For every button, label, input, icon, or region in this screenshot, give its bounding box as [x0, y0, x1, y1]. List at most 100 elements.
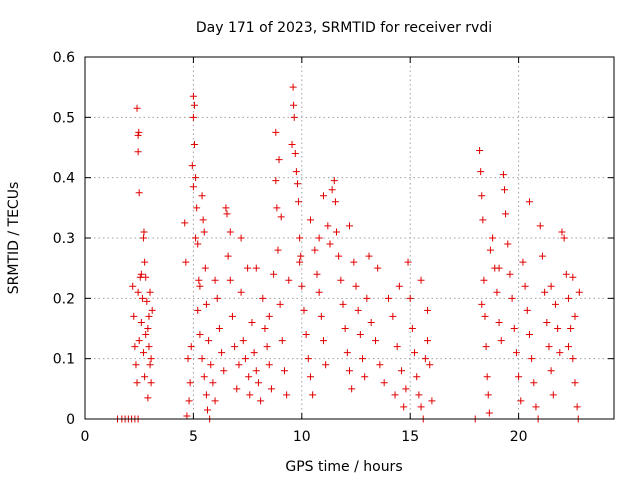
- data-point: [196, 331, 204, 339]
- data-point: [506, 270, 514, 278]
- data-point: [129, 282, 137, 290]
- data-point: [374, 264, 382, 272]
- data-point: [144, 394, 152, 402]
- data-point: [252, 264, 260, 272]
- data-point: [146, 361, 154, 369]
- data-point: [145, 343, 153, 351]
- data-point: [132, 361, 140, 369]
- chart-title: Day 171 of 2023, SRMTID for receiver rvd…: [196, 20, 492, 36]
- data-point: [508, 294, 516, 302]
- data-point: [222, 204, 230, 212]
- data-point: [512, 349, 520, 357]
- data-point: [523, 306, 531, 314]
- data-point: [350, 258, 358, 266]
- data-point: [184, 355, 192, 363]
- data-point: [190, 101, 198, 109]
- data-point: [328, 186, 336, 194]
- data-point: [346, 367, 353, 375]
- data-point: [480, 276, 488, 284]
- data-point: [228, 312, 236, 320]
- data-point: [530, 379, 538, 387]
- data-point: [142, 273, 150, 281]
- data-point: [343, 349, 351, 357]
- data-point: [246, 391, 254, 399]
- data-point: [141, 258, 149, 266]
- data-point: [532, 403, 540, 411]
- data-point: [135, 189, 143, 197]
- data-point: [481, 312, 489, 320]
- data-point: [196, 282, 204, 290]
- data-point: [265, 312, 273, 320]
- y-tick-label: 0.6: [53, 50, 75, 66]
- data-point: [289, 83, 297, 91]
- data-point: [215, 325, 223, 332]
- data-point: [250, 349, 258, 357]
- data-point: [341, 325, 349, 332]
- data-point: [201, 264, 209, 272]
- data-point: [265, 361, 273, 369]
- data-point: [205, 337, 213, 345]
- data-point: [385, 294, 393, 302]
- data-point: [495, 318, 503, 326]
- data-point: [296, 234, 304, 242]
- data-point: [569, 273, 577, 281]
- data-point: [134, 131, 142, 139]
- data-point: [146, 288, 154, 296]
- data-point: [141, 373, 149, 381]
- data-point: [263, 343, 271, 351]
- data-point: [194, 240, 202, 248]
- data-point: [484, 391, 492, 399]
- data-point: [395, 282, 403, 290]
- data-point: [145, 312, 153, 320]
- data-point: [479, 216, 487, 224]
- data-point: [192, 234, 200, 242]
- data-point: [181, 219, 189, 227]
- data-point: [134, 288, 142, 296]
- data-point: [292, 168, 300, 176]
- data-point: [356, 331, 364, 339]
- data-point: [140, 228, 148, 236]
- x-tick-label: 15: [401, 429, 419, 445]
- data-point: [252, 367, 260, 375]
- data-point: [311, 246, 319, 254]
- data-point: [273, 204, 281, 212]
- data-point: [285, 276, 293, 284]
- data-point: [538, 252, 546, 260]
- data-point: [298, 282, 306, 290]
- data-point: [354, 306, 362, 314]
- data-point: [536, 222, 544, 230]
- data-point: [545, 343, 553, 351]
- axis-ticks: 0 0.1 0.2 0.3 0.4 0.5 0.6 0 5 10 15 20: [53, 50, 614, 445]
- data-point: [424, 337, 432, 345]
- y-tick-label: 0.1: [53, 352, 75, 368]
- data-point: [193, 204, 201, 212]
- data-point: [190, 140, 198, 148]
- data-point: [502, 210, 510, 218]
- data-point: [346, 222, 353, 230]
- data-point: [495, 264, 503, 272]
- data-point: [306, 373, 314, 381]
- data-point: [330, 177, 338, 185]
- data-point: [283, 391, 291, 399]
- data-point: [348, 385, 356, 393]
- data-point: [148, 306, 156, 314]
- data-point: [417, 276, 425, 284]
- data-point: [554, 325, 562, 332]
- data-point: [413, 373, 421, 381]
- data-point: [352, 282, 360, 290]
- data-point: [254, 379, 262, 387]
- data-point: [211, 276, 219, 284]
- data-point: [571, 312, 579, 320]
- data-point: [192, 174, 200, 182]
- data-point: [135, 337, 143, 345]
- data-point: [224, 252, 232, 260]
- data-point: [367, 318, 375, 326]
- data-point: [519, 258, 527, 266]
- data-point: [302, 331, 310, 339]
- data-point: [525, 198, 533, 206]
- data-point: [335, 252, 343, 260]
- data-point: [203, 406, 211, 414]
- x-axis-label: GPS time / hours: [285, 459, 402, 475]
- data-point: [486, 246, 494, 254]
- data-point: [226, 228, 234, 236]
